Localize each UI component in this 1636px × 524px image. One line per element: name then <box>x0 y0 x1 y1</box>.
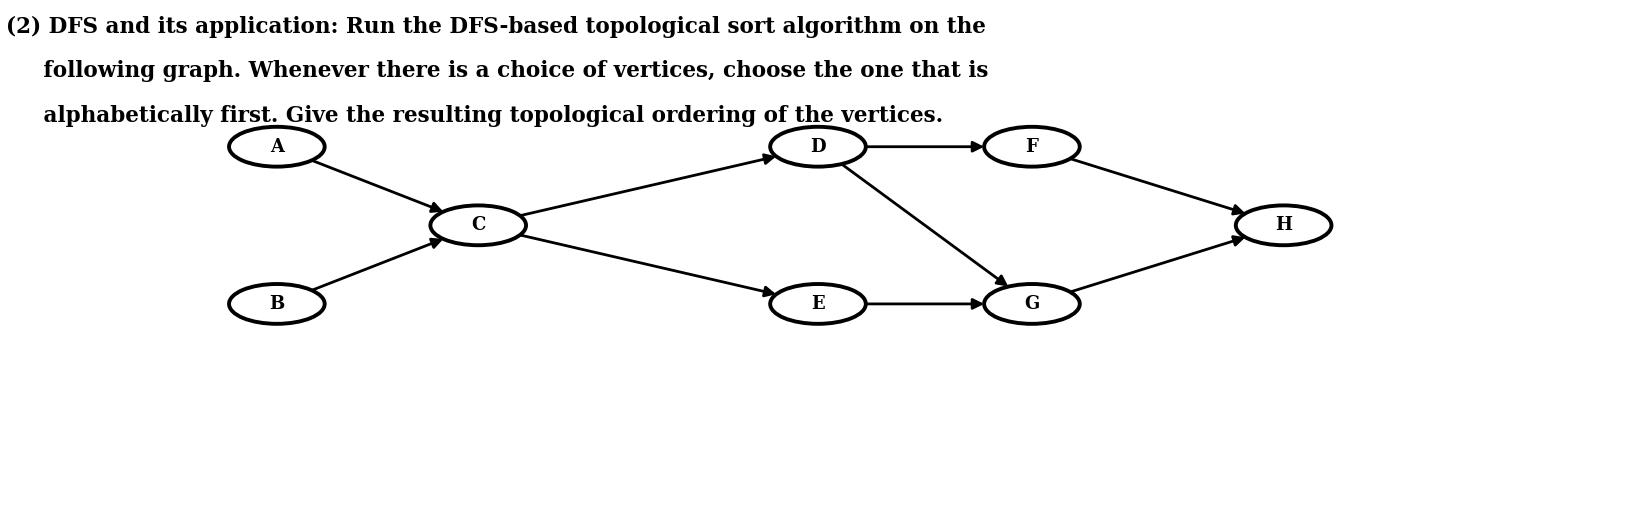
Text: following graph. Whenever there is a choice of vertices, choose the one that is: following graph. Whenever there is a cho… <box>7 60 988 82</box>
Text: F: F <box>1026 138 1039 156</box>
Text: A: A <box>270 138 285 156</box>
Text: (2) DFS and its application: Run the DFS-based topological sort algorithm on the: (2) DFS and its application: Run the DFS… <box>7 16 987 38</box>
Circle shape <box>229 284 324 324</box>
Circle shape <box>1235 205 1332 245</box>
Text: G: G <box>1024 295 1039 313</box>
Text: alphabetically first. Give the resulting topological ordering of the vertices.: alphabetically first. Give the resulting… <box>7 105 944 127</box>
Circle shape <box>985 284 1080 324</box>
Text: D: D <box>810 138 826 156</box>
Circle shape <box>985 127 1080 167</box>
Text: B: B <box>270 295 285 313</box>
Circle shape <box>771 284 865 324</box>
Text: H: H <box>1274 216 1292 234</box>
Text: C: C <box>471 216 486 234</box>
Circle shape <box>229 127 324 167</box>
Circle shape <box>771 127 865 167</box>
Circle shape <box>430 205 527 245</box>
Text: E: E <box>811 295 825 313</box>
